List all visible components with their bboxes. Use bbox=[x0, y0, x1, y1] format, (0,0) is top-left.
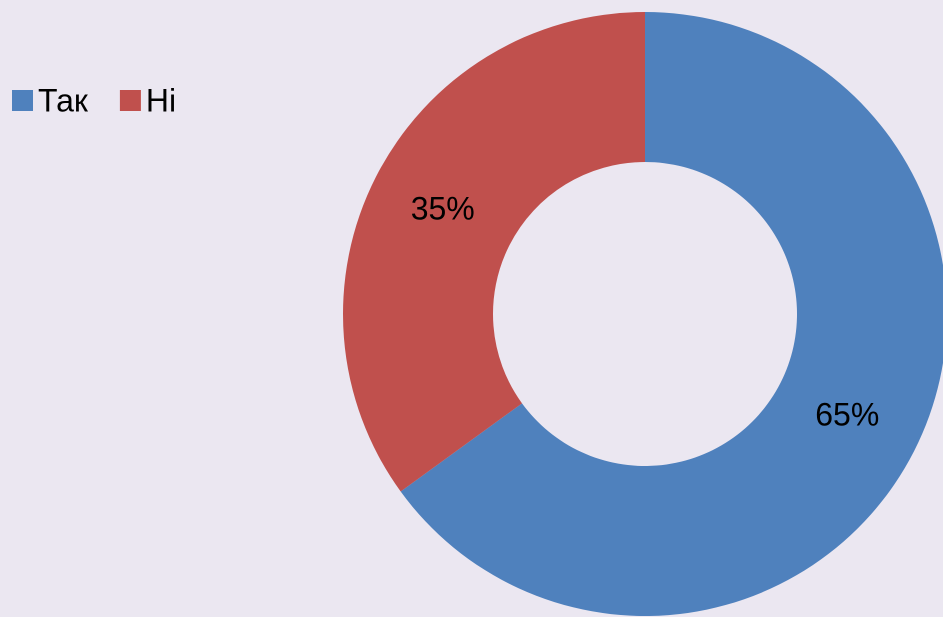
data-label: 35% bbox=[411, 190, 475, 226]
donut-slice bbox=[343, 12, 645, 492]
legend-label: Так bbox=[38, 82, 89, 118]
donut-slice bbox=[400, 12, 943, 616]
data-label: 65% bbox=[815, 397, 879, 433]
legend-swatch bbox=[119, 90, 141, 111]
legend-swatch bbox=[12, 90, 33, 111]
legend-label: Ні bbox=[146, 82, 176, 118]
